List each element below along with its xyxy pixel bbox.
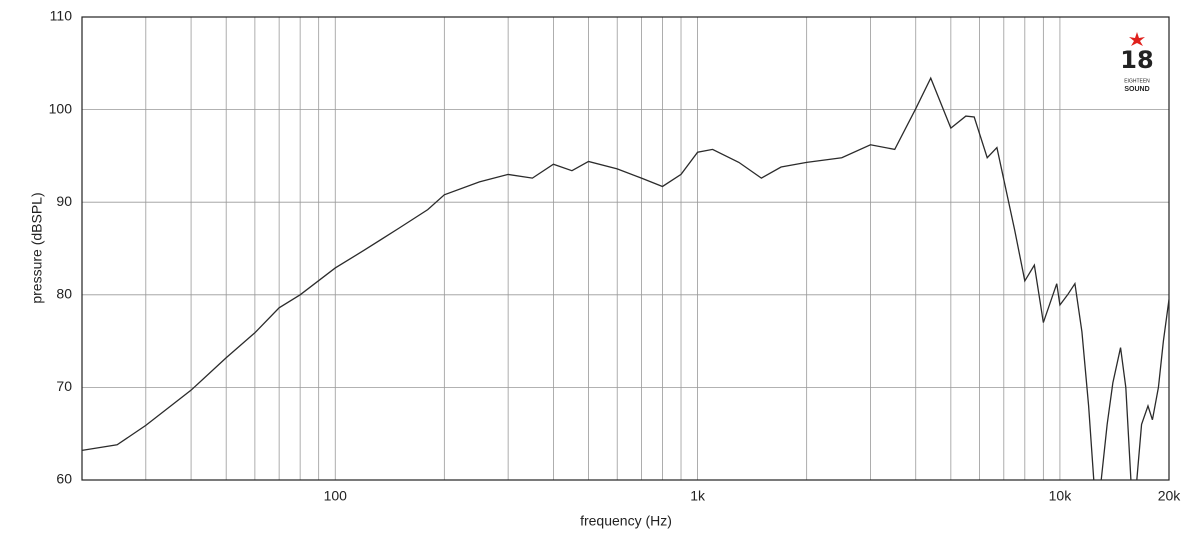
x-tick-label: 100 [324,488,348,504]
logo-text: SOUND [1124,86,1149,93]
response-curve [82,76,1169,480]
x-tick-label: 10k [1049,488,1073,504]
logo-star [1129,32,1145,46]
logo: 18 EIGHTEEN SOUND [1120,32,1154,93]
grid [82,16,1170,481]
y-tick-label: 90 [56,193,72,209]
y-tick-label: 80 [56,286,72,302]
x-tick-label: 1k [690,488,706,504]
x-axis-label: frequency (Hz) [580,513,672,529]
logo-text: EIGHTEEN [1124,78,1150,84]
logo-number: 18 [1120,46,1153,74]
y-tick-label: 60 [56,471,72,487]
y-tick-label: 100 [49,100,73,116]
y-tick-label: 110 [50,8,73,24]
y-tick-label: 70 [56,378,72,394]
x-tick-label: 20k [1158,488,1182,504]
plot-frame [81,16,1170,481]
y-axis-label: pressure (dBSPL) [29,192,45,303]
